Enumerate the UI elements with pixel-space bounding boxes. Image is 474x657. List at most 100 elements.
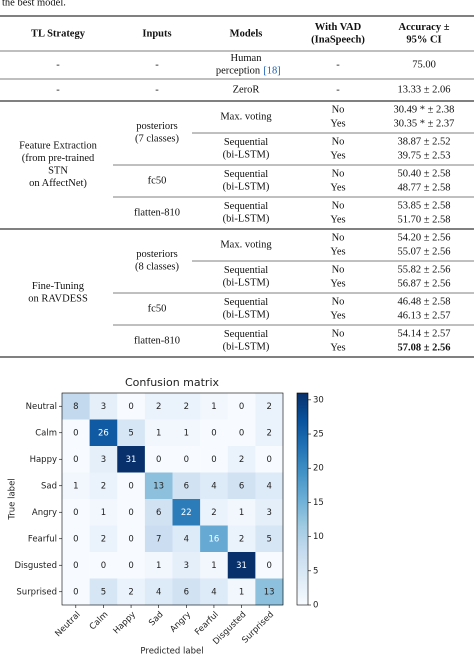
heatmap-cell — [255, 393, 284, 420]
heatmap-cell — [227, 578, 256, 606]
strategy-cell: on RAVDESS — [28, 294, 88, 305]
cell-label: 0 — [73, 534, 78, 544]
heatmap-cell — [200, 393, 229, 420]
accuracy-cell: 53.85 ± 2.58 — [397, 200, 450, 211]
y-tick-label: Sad — [41, 481, 57, 491]
cell-label: 5 — [101, 587, 106, 597]
accuracy-cell: 38.87 ± 2.52 — [397, 136, 450, 147]
strategy-cell: (from pre-trained — [22, 153, 95, 164]
cell-label: 2 — [101, 481, 106, 491]
cell-label: 0 — [184, 455, 189, 465]
vad-cell: Yes — [330, 214, 345, 225]
inputs-cell: fc50 — [148, 175, 167, 186]
cell-label: 0 — [128, 481, 133, 491]
model-cell: Sequential — [224, 201, 268, 212]
cell-label: 0 — [156, 455, 161, 465]
cell-label: 0 — [128, 508, 133, 518]
x-tick-label: Neutral — [53, 610, 82, 639]
vad-cell: Yes — [330, 150, 345, 161]
cell-label: 6 — [156, 508, 161, 518]
cell-label: 2 — [239, 455, 244, 465]
y-tick-label: Happy — [30, 455, 57, 465]
header-cell: Accuracy ± — [399, 22, 450, 33]
heatmap-cell — [227, 499, 256, 526]
cell-label: 6 — [239, 481, 244, 491]
cell-label: 31 — [236, 561, 247, 571]
heatmap-cell — [200, 419, 229, 447]
heatmap-cell — [89, 393, 118, 420]
heatmap-cell — [144, 393, 173, 420]
strategy-cell: - — [56, 59, 60, 70]
heatmap-cell — [117, 419, 146, 447]
cell-label: 1 — [211, 561, 216, 571]
cell-label: 3 — [184, 561, 189, 571]
heatmap-cell — [200, 525, 229, 553]
cell-label: 0 — [73, 428, 78, 438]
heatmap-cell — [172, 446, 201, 473]
accuracy-cell: 56.87 ± 2.56 — [397, 278, 450, 289]
heatmap-cell — [255, 419, 284, 447]
model-cell: Sequential — [224, 297, 268, 308]
heatmap-cell — [117, 446, 146, 473]
heatmap-cell — [227, 472, 256, 500]
heatmap-cell — [255, 499, 284, 526]
cell-label: 13 — [264, 587, 275, 597]
heatmap-cell — [255, 552, 284, 579]
caption-fragment: the best model. — [2, 0, 66, 8]
cell-label: 1 — [239, 508, 244, 518]
x-axis-label: Predicted label — [140, 647, 203, 657]
strategy-cell: Fine-Tuning — [32, 281, 85, 292]
inputs-cell: - — [155, 59, 159, 70]
cell-label: 2 — [239, 534, 244, 544]
cell-label: 1 — [156, 561, 161, 571]
header-cell: TL Strategy — [31, 28, 86, 39]
inputs-cell: (7 classes) — [135, 134, 180, 145]
heatmap-cell — [62, 578, 90, 606]
x-tick-label: Sad — [147, 610, 165, 628]
accuracy-cell: 54.14 ± 2.57 — [397, 328, 450, 339]
cell-label: 6 — [184, 481, 189, 491]
strategy-cell: Feature Extraction — [19, 141, 98, 152]
strategy-cell: STN — [48, 166, 68, 177]
cell-label: 22 — [181, 508, 192, 518]
cell-label: 0 — [266, 561, 271, 571]
header-cell: 95% CI — [406, 35, 441, 46]
cell-label: 1 — [211, 402, 216, 412]
inputs-cell: flatten-810 — [134, 335, 180, 346]
cell-label: 0 — [239, 428, 244, 438]
model-cell: Sequential — [224, 265, 268, 276]
y-tick-label: Calm — [35, 428, 57, 438]
vad-cell: No — [332, 168, 345, 179]
model-cell: Max. voting — [220, 239, 272, 250]
heatmap-cell — [62, 393, 90, 420]
cell-label: 4 — [266, 481, 271, 491]
vad-cell: Yes — [330, 342, 345, 353]
heatmap-cell — [62, 419, 90, 447]
heatmap-cell — [144, 472, 173, 500]
model-cell: perception — [216, 66, 261, 77]
heatmap-cell — [227, 525, 256, 553]
cell-label: 7 — [156, 534, 161, 544]
inputs-cell: - — [155, 84, 159, 95]
accuracy-cell: 51.70 ± 2.58 — [397, 214, 450, 225]
heatmap-cell — [144, 552, 173, 579]
heatmap-cell — [144, 499, 173, 526]
model-cell: Sequential — [224, 169, 268, 180]
strategy-cell: on AffectNet) — [29, 178, 87, 189]
x-tick-label: Calm — [88, 610, 110, 632]
heatmap-cell — [89, 419, 118, 447]
cell-label: 0 — [128, 534, 133, 544]
inputs-cell: fc50 — [148, 303, 167, 314]
accuracy-cell: 55.82 ± 2.56 — [397, 264, 450, 275]
vad-cell: Yes — [330, 278, 345, 289]
matrix-frame — [61, 392, 284, 606]
accuracy-cell: 57.08 ± 2.56 — [397, 342, 450, 353]
cell-label: 2 — [184, 402, 189, 412]
heatmap-cell — [144, 525, 173, 553]
heatmap-cell — [200, 578, 229, 606]
model-cell: (bi-LSTM) — [223, 342, 270, 353]
heatmap-cell — [62, 552, 90, 579]
cell-label: 5 — [266, 534, 271, 544]
cell-label: 5 — [128, 428, 133, 438]
